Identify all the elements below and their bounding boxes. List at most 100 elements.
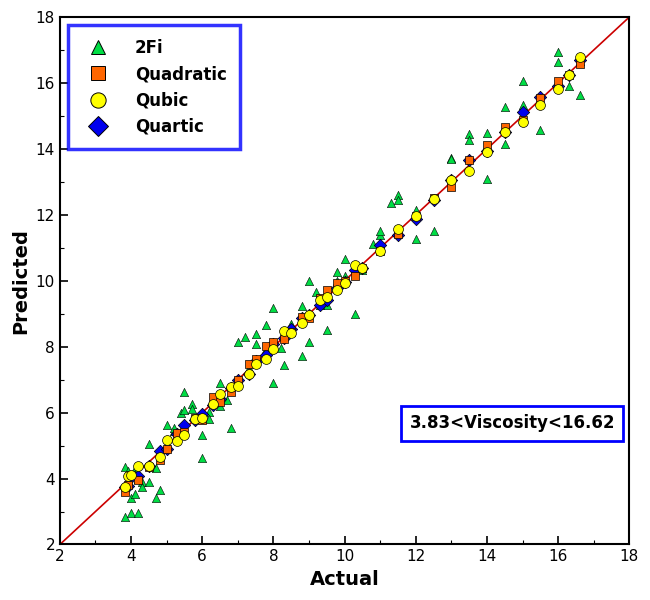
Quartic — [315, 300, 325, 310]
Quadratic — [261, 341, 272, 350]
Qubic — [179, 430, 190, 440]
2Fi — [428, 226, 439, 236]
Quartic — [332, 283, 343, 293]
Qubic — [144, 461, 154, 471]
2Fi — [517, 76, 528, 86]
Quartic — [304, 310, 314, 319]
2Fi — [268, 303, 279, 313]
Qubic — [197, 413, 207, 423]
Quadratic — [535, 93, 545, 103]
Quartic — [499, 127, 510, 136]
2Fi — [304, 277, 314, 286]
Qubic — [120, 482, 130, 492]
2Fi — [350, 263, 361, 272]
Quadratic — [226, 387, 236, 397]
Qubic — [215, 389, 226, 399]
2Fi — [187, 399, 197, 409]
2Fi — [136, 478, 147, 487]
Quartic — [535, 92, 545, 101]
Quadratic — [482, 140, 492, 150]
2Fi — [311, 287, 321, 296]
Quadratic — [393, 229, 403, 239]
Quadratic — [190, 413, 200, 422]
Quartic — [208, 400, 218, 410]
2Fi — [339, 254, 350, 264]
Quadratic — [517, 115, 528, 125]
2Fi — [176, 408, 186, 418]
2Fi — [168, 423, 179, 433]
Quartic — [339, 277, 350, 287]
2Fi — [535, 125, 545, 134]
Quadratic — [122, 481, 133, 490]
Quadratic — [411, 211, 421, 220]
Qubic — [358, 263, 368, 273]
Quadratic — [243, 359, 254, 368]
2Fi — [126, 493, 136, 503]
Qubic — [535, 100, 545, 110]
Quadratic — [339, 276, 350, 286]
Qubic — [304, 310, 314, 320]
Qubic — [122, 471, 133, 481]
Qubic — [161, 436, 172, 445]
2Fi — [144, 477, 154, 487]
2Fi — [197, 431, 207, 440]
Quadratic — [144, 462, 154, 472]
Quadratic — [428, 193, 439, 202]
2Fi — [161, 421, 172, 430]
2Fi — [222, 395, 232, 405]
Qubic — [428, 194, 439, 203]
2Fi — [204, 407, 214, 417]
2Fi — [375, 226, 385, 236]
2Fi — [261, 320, 272, 330]
2Fi — [350, 310, 361, 319]
2Fi — [286, 319, 296, 329]
Quadratic — [375, 247, 385, 256]
Quadratic — [250, 354, 261, 364]
Qubic — [268, 344, 279, 354]
2Fi — [553, 58, 564, 67]
2Fi — [129, 490, 140, 499]
2Fi — [358, 265, 368, 275]
Quadratic — [332, 278, 343, 288]
Quadratic — [279, 334, 289, 344]
2Fi — [339, 271, 350, 281]
Qubic — [315, 295, 325, 304]
Quadratic — [268, 338, 279, 347]
Quartic — [197, 409, 207, 419]
Qubic — [375, 247, 385, 256]
Qubic — [279, 326, 289, 336]
2Fi — [368, 239, 378, 248]
Qubic — [393, 224, 403, 233]
2Fi — [411, 235, 421, 244]
X-axis label: Actual: Actual — [309, 570, 380, 589]
Quadratic — [575, 59, 586, 69]
2Fi — [286, 322, 296, 331]
2Fi — [122, 466, 133, 476]
Qubic — [133, 461, 144, 470]
2Fi — [499, 103, 510, 112]
2Fi — [322, 300, 332, 310]
Quartic — [358, 263, 368, 273]
Quartic — [250, 356, 261, 366]
2Fi — [161, 439, 172, 449]
Qubic — [296, 319, 307, 328]
2Fi — [120, 512, 130, 521]
2Fi — [446, 154, 456, 163]
Quartic — [126, 472, 136, 482]
Qubic — [332, 286, 343, 295]
Quartic — [215, 394, 226, 404]
Text: 3.83<Viscosity<16.62: 3.83<Viscosity<16.62 — [410, 414, 615, 432]
2Fi — [233, 378, 243, 388]
2Fi — [133, 475, 144, 484]
2Fi — [129, 464, 140, 474]
2Fi — [233, 338, 243, 347]
Quadratic — [215, 397, 226, 407]
2Fi — [276, 343, 286, 353]
Qubic — [172, 437, 183, 446]
Qubic — [575, 52, 586, 62]
2Fi — [464, 129, 474, 139]
Qubic — [517, 117, 528, 127]
Quartic — [279, 333, 289, 343]
Quadratic — [154, 455, 164, 464]
2Fi — [168, 426, 179, 436]
